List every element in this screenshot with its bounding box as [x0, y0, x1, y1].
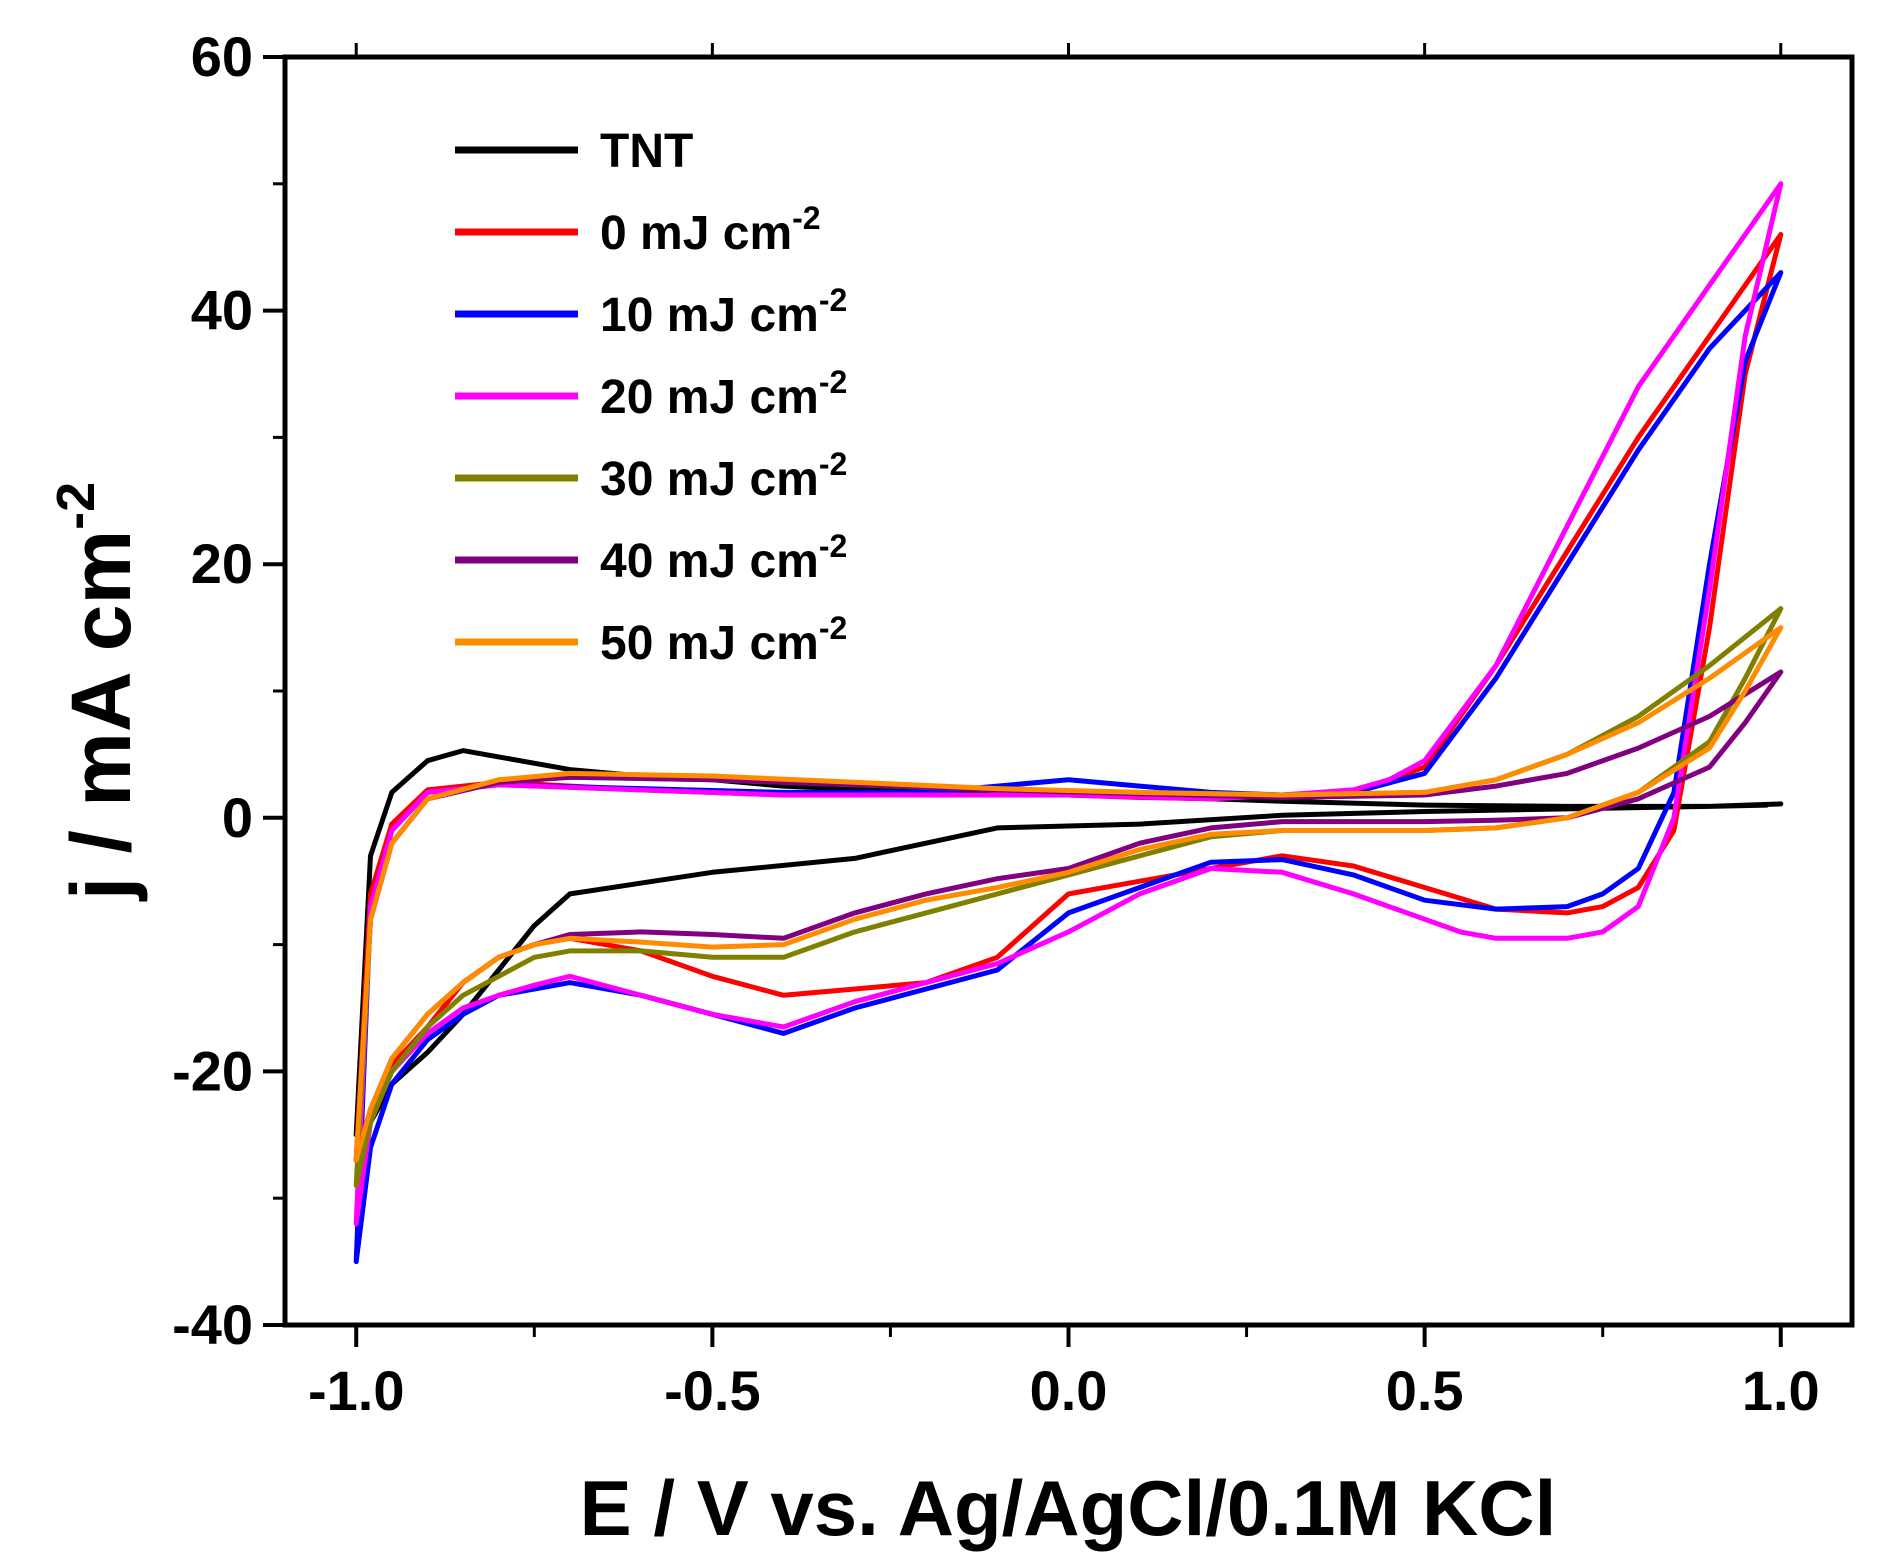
- tick-layer: -1.0 -0.5 0.0 0.5 1.0 -40 -20 0 20 40 60: [172, 25, 1820, 1422]
- x-tick-label: 1.0: [1742, 1359, 1820, 1422]
- x-tick-label: -1.0: [308, 1359, 405, 1422]
- legend-label-5: 40 mJ cm-2: [600, 528, 847, 588]
- legend-label-6: 50 mJ cm-2: [600, 610, 847, 670]
- legend: TNT 0 mJ cm-2 10 mJ cm-2 20 mJ cm-2 30 mJ cm…: [455, 125, 847, 670]
- legend-label-4: 30 mJ cm-2: [600, 446, 847, 506]
- y-axis-title-main: j / mA cm: [54, 530, 148, 902]
- series-layer: [353, 181, 1784, 1265]
- legend-label-1: 0 mJ cm-2: [600, 200, 821, 260]
- y-tick-label: 0: [222, 786, 253, 849]
- y-tick-label: 20: [191, 532, 253, 595]
- legend-label-3: 20 mJ cm-2: [600, 364, 847, 424]
- x-axis-title: E / V vs. Ag/AgCl/0.1M KCl: [580, 1464, 1557, 1552]
- y-tick-label: 40: [191, 279, 253, 342]
- y-tick-label: -20: [172, 1039, 253, 1102]
- x-tick-label: 0.5: [1386, 1359, 1464, 1422]
- legend-label-2: 10 mJ cm-2: [600, 282, 847, 342]
- y-axis-title: j / mA cm-2: [46, 482, 148, 902]
- y-tick-label: 60: [191, 25, 253, 88]
- series-line-6: [353, 625, 1784, 1163]
- y-axis-title-superscript: -2: [46, 482, 106, 530]
- series-line-3: [353, 181, 1784, 1227]
- x-tick-label: -0.5: [664, 1359, 761, 1422]
- y-tick-label: -40: [172, 1293, 253, 1356]
- x-tick-label: 0.0: [1030, 1359, 1108, 1422]
- legend-label-0: TNT: [600, 125, 693, 178]
